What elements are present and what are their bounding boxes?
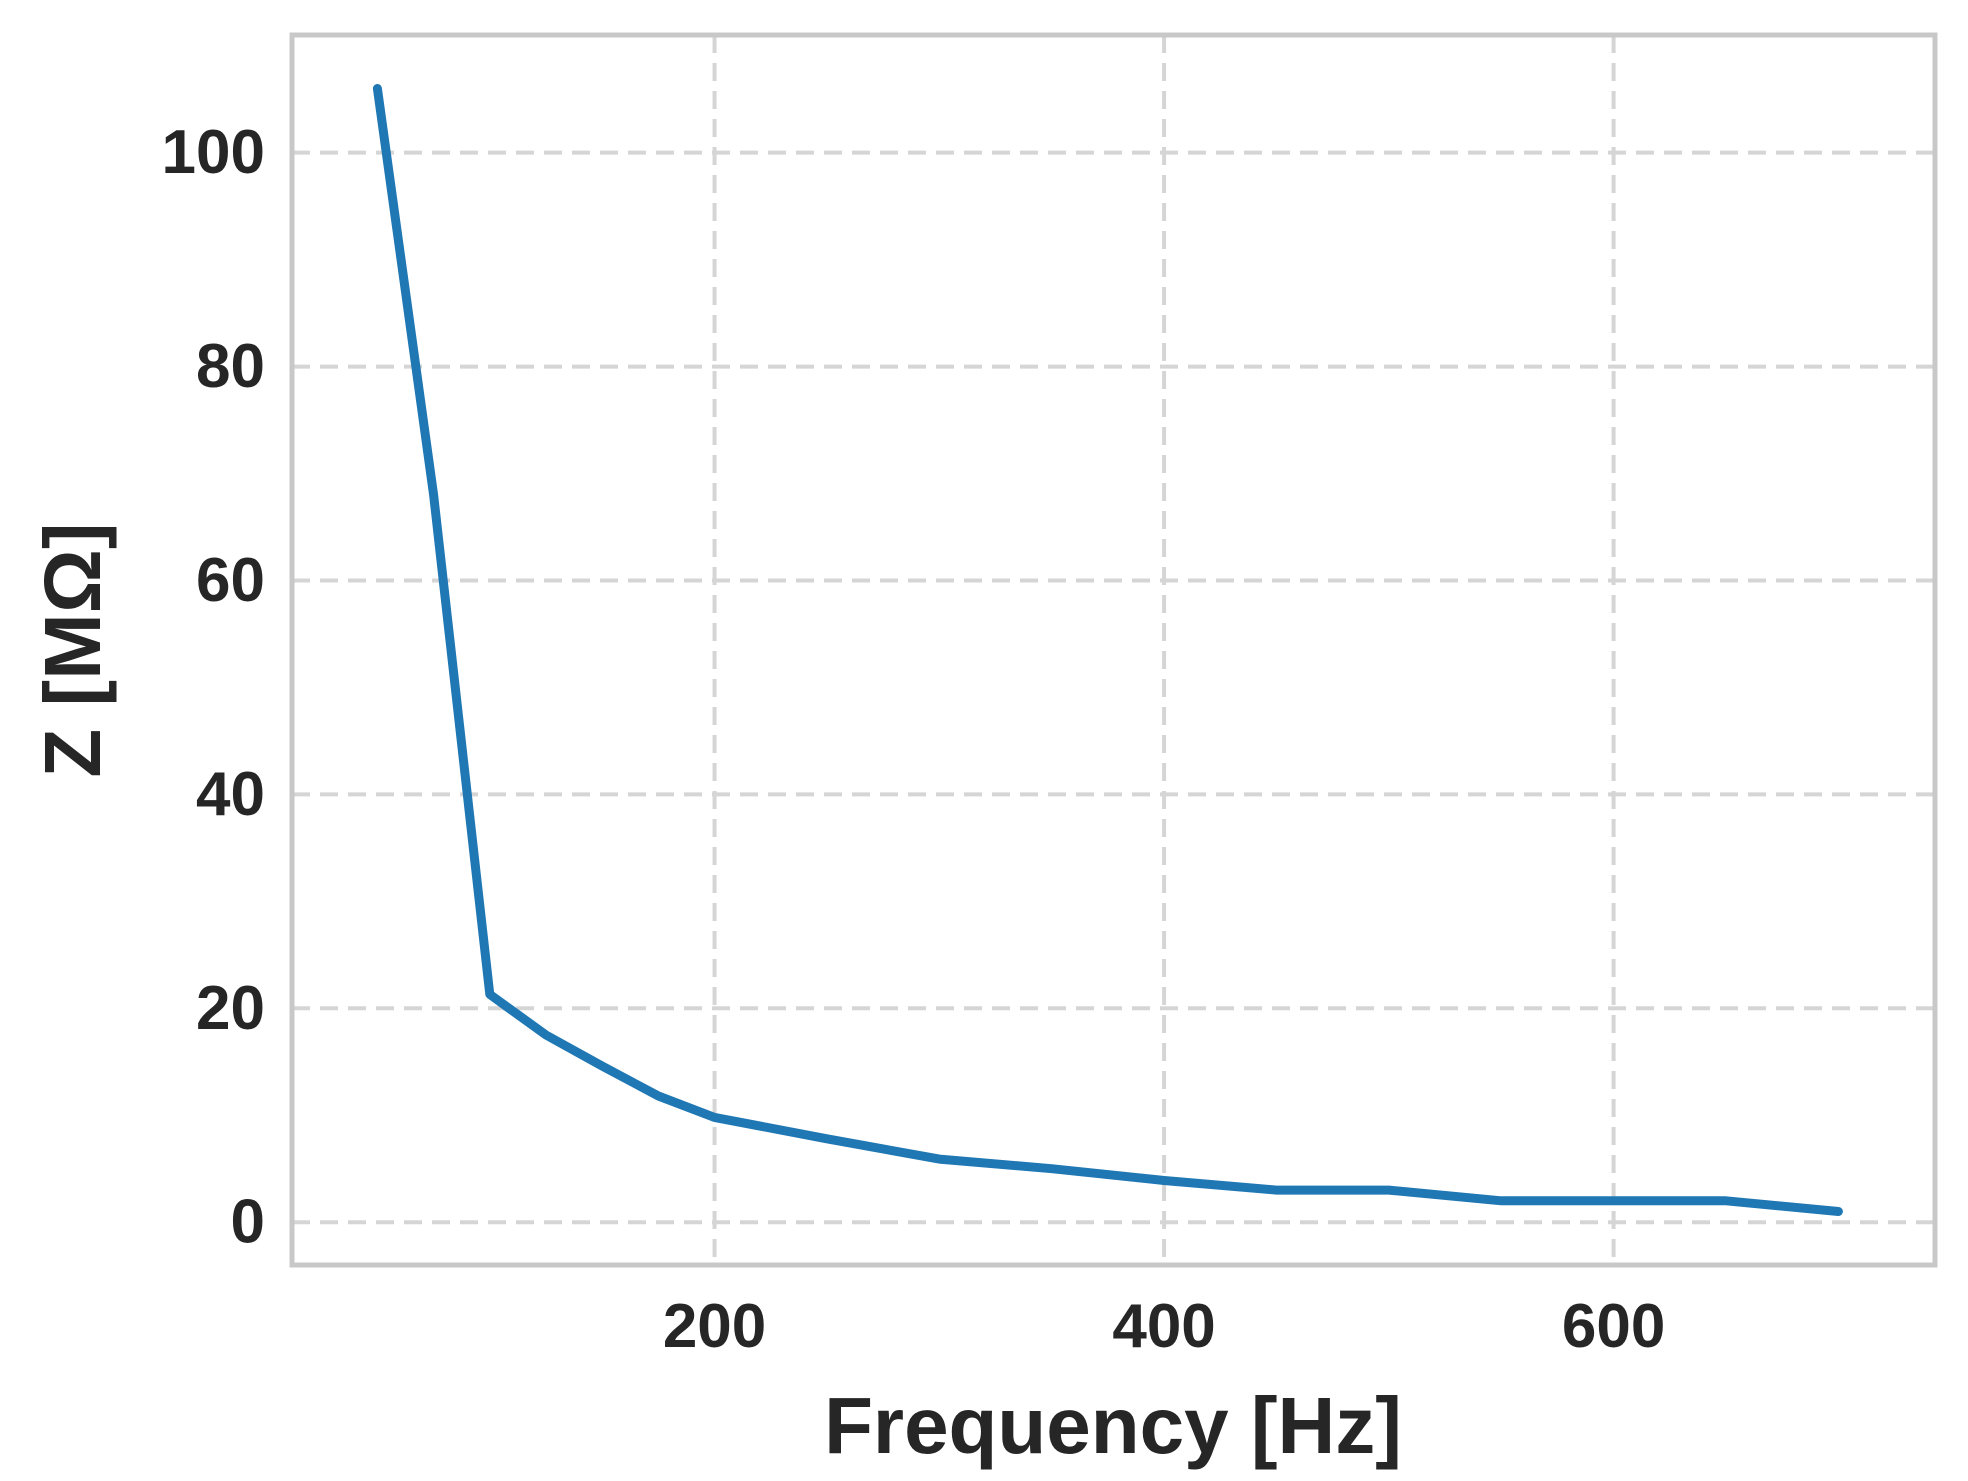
series-group [372,84,1843,1216]
y-tick-label: 100 [162,118,265,187]
x-tick-labels: 200 400 600 [663,1292,1665,1361]
y-tick-label: 20 [196,974,265,1043]
y-tick-label: 0 [231,1188,265,1257]
x-axis-label: Frequency [Hz] [824,1381,1402,1470]
x-tick-label: 200 [663,1292,766,1361]
y-axis-label: Z [MΩ] [28,522,117,777]
plot-frame [289,32,1938,1268]
y-tick-labels: 0 20 40 60 80 100 [162,118,265,1257]
y-tick-label: 40 [196,760,265,829]
x-tick-label: 600 [1562,1292,1665,1361]
series-line-0 [372,84,1843,1216]
x-tick-label: 400 [1112,1292,1215,1361]
grid-lines [292,35,1935,1265]
y-tick-label: 60 [196,546,265,615]
y-tick-label: 80 [196,332,265,401]
